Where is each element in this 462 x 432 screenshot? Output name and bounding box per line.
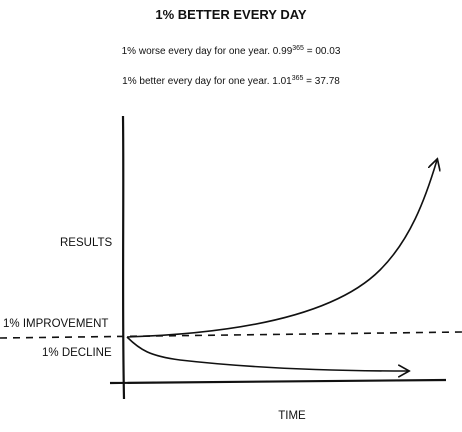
formula-result: = 37.78 — [303, 76, 340, 87]
formula: 1% better every day for one year. 1.0136… — [122, 75, 340, 87]
y-axis — [121, 115, 126, 400]
y-axis-label: RESULTS — [60, 237, 113, 249]
formula-text: 1% better every day for one year. 1.01 — [122, 76, 292, 87]
formula-text: 1% worse every day for one year. 0.99 — [122, 46, 293, 57]
formula-result: = 00.03 — [304, 46, 341, 57]
decline-label: 1% DECLINE — [42, 347, 112, 359]
formula: 1% worse every day for one year. 0.99365… — [122, 45, 341, 57]
x-axis — [109, 378, 447, 385]
improvement-label: 1% IMPROVEMENT — [3, 318, 108, 330]
formula-exponent: 365 — [292, 45, 304, 52]
baseline — [0, 331, 462, 339]
title: 1% BETTER EVERY DAY — [155, 7, 307, 22]
improvement-curve — [126, 160, 437, 338]
formula-exponent: 365 — [292, 75, 304, 82]
x-axis-label: TIME — [278, 410, 306, 422]
decline-curve — [126, 336, 408, 371]
